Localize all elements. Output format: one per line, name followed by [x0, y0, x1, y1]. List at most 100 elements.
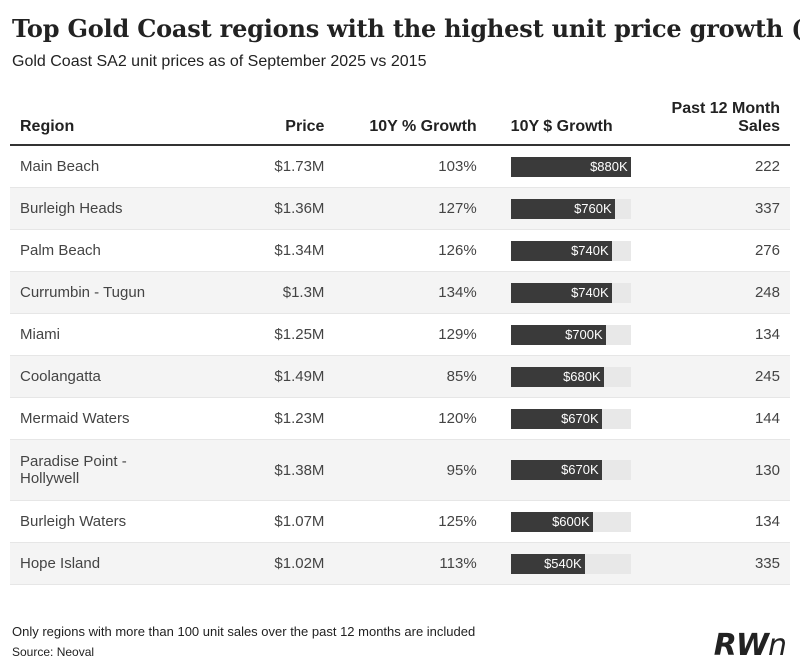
table-row: Coolangatta $1.49M 85% $680K 245	[10, 355, 790, 398]
cell-pct-growth: 103%	[334, 145, 487, 188]
growth-bar-track: $700K	[510, 324, 631, 345]
cell-region: Burleigh Waters	[10, 500, 197, 543]
growth-bar	[510, 156, 631, 177]
growth-bar-track: $740K	[510, 282, 631, 303]
cell-pct-growth: 129%	[334, 313, 487, 356]
cell-dollar-growth: $880K	[486, 145, 650, 188]
cell-sales: 335	[650, 542, 790, 585]
growth-bar-track: $740K	[510, 240, 631, 261]
cell-dollar-growth: $540K	[486, 542, 650, 585]
chart-subtitle: Gold Coast SA2 unit prices as of Septemb…	[12, 53, 427, 70]
header-price: Price	[196, 100, 335, 146]
growth-bar-label: $880K	[590, 158, 628, 174]
header-region: Region	[10, 100, 197, 146]
table-row: Palm Beach $1.34M 126% $740K 276	[10, 229, 790, 272]
growth-bar-track: $880K	[510, 156, 631, 177]
table-row: Currumbin - Tugun $1.3M 134% $740K 248	[10, 271, 790, 314]
cell-dollar-growth: $670K	[486, 397, 650, 440]
growth-bar-label: $740K	[571, 284, 609, 300]
cell-price: $1.73M	[196, 145, 335, 188]
growth-bar	[510, 282, 612, 303]
cell-sales: 144	[650, 397, 790, 440]
cell-region: Miami	[10, 313, 197, 356]
table-row: Mermaid Waters $1.23M 120% $670K 144	[10, 397, 790, 440]
growth-bar-label: $670K	[561, 462, 599, 477]
brand-logo: RWn	[713, 628, 787, 663]
growth-bar-label: $680K	[563, 368, 601, 384]
cell-pct-growth: 113%	[334, 542, 487, 585]
cell-price: $1.38M	[196, 439, 335, 501]
cell-dollar-growth: $600K	[486, 500, 650, 543]
growth-bar	[510, 511, 593, 532]
cell-region: Paradise Point - Hollywell	[10, 439, 197, 501]
cell-dollar-growth: $760K	[486, 187, 650, 230]
growth-bar-label: $760K	[574, 200, 612, 216]
cell-price: $1.23M	[196, 397, 335, 440]
cell-price: $1.02M	[196, 542, 335, 585]
table-body: Main Beach $1.73M 103% $880K 222 Burleigh Hea…	[10, 145, 790, 585]
cell-region: Palm Beach	[10, 229, 197, 272]
growth-bar	[510, 324, 606, 345]
cell-region: Main Beach	[10, 145, 197, 188]
growth-bar-label: $600K	[552, 513, 590, 529]
cell-pct-growth: 134%	[334, 271, 487, 314]
growth-bar	[510, 408, 602, 429]
cell-region: Hope Island	[10, 542, 197, 585]
cell-region: Burleigh Heads	[10, 187, 197, 230]
chart-title: Top Gold Coast regions with the highest …	[12, 14, 800, 43]
footnote: Only regions with more than 100 unit sal…	[12, 624, 476, 639]
cell-sales: 248	[650, 271, 790, 314]
cell-price: $1.07M	[196, 500, 335, 543]
cell-pct-growth: 120%	[334, 397, 487, 440]
cell-dollar-growth: $670K	[486, 439, 650, 501]
cell-region: Mermaid Waters	[10, 397, 197, 440]
table-header-row: Region Price 10Y % Growth 10Y $ Growth P…	[10, 100, 790, 146]
growth-bar-track: $760K	[510, 198, 631, 219]
cell-sales: 276	[650, 229, 790, 272]
cell-pct-growth: 125%	[334, 500, 487, 543]
table-row: Paradise Point - Hollywell $1.38M 95% $670K…	[10, 439, 790, 501]
table-row: Main Beach $1.73M 103% $880K 222	[10, 145, 790, 188]
source-note: Source: Neoval	[12, 645, 95, 659]
header-sales: Past 12 Month Sales	[650, 100, 790, 146]
cell-sales: 134	[650, 313, 790, 356]
cell-price: $1.36M	[196, 187, 335, 230]
header-pct-growth: 10Y % Growth	[334, 100, 487, 146]
header-dollar-growth: 10Y $ Growth	[486, 100, 650, 146]
growth-bar-track: $670K	[510, 460, 631, 480]
growth-bar-label: $740K	[571, 242, 609, 258]
table-row: Burleigh Waters $1.07M 125% $600K 134	[10, 500, 790, 543]
cell-price: $1.3M	[196, 271, 335, 314]
growth-bar-track: $680K	[510, 366, 631, 387]
table-row: Miami $1.25M 129% $700K 134	[10, 313, 790, 356]
table-row: Hope Island $1.02M 113% $540K 335	[10, 542, 790, 585]
growth-bar	[510, 460, 602, 480]
cell-pct-growth: 95%	[334, 439, 487, 501]
cell-sales: 222	[650, 145, 790, 188]
growth-bar-track: $600K	[510, 511, 631, 532]
cell-price: $1.25M	[196, 313, 335, 356]
cell-sales: 245	[650, 355, 790, 398]
growth-bar-label: $540K	[544, 555, 582, 571]
cell-price: $1.34M	[196, 229, 335, 272]
cell-dollar-growth: $700K	[486, 313, 650, 356]
cell-sales: 134	[650, 500, 790, 543]
cell-region: Coolangatta	[10, 355, 197, 398]
growth-bar-label: $670K	[561, 410, 599, 426]
growth-bar	[510, 366, 604, 387]
cell-sales: 337	[650, 187, 790, 230]
cell-pct-growth: 85%	[334, 355, 487, 398]
cell-price: $1.49M	[196, 355, 335, 398]
growth-bar	[510, 240, 612, 261]
growth-bar	[510, 553, 585, 574]
cell-dollar-growth: $740K	[486, 229, 650, 272]
growth-bar	[510, 198, 615, 219]
cell-sales: 130	[650, 439, 790, 501]
cell-dollar-growth: $740K	[486, 271, 650, 314]
growth-bar-track: $540K	[510, 553, 631, 574]
cell-dollar-growth: $680K	[486, 355, 650, 398]
growth-table: Region Price 10Y % Growth 10Y $ Growth P…	[10, 100, 790, 585]
table-row: Burleigh Heads $1.36M 127% $760K 337	[10, 187, 790, 230]
header-sales-label: Past 12 Month Sales	[671, 100, 780, 135]
growth-bar-track: $670K	[510, 408, 631, 429]
